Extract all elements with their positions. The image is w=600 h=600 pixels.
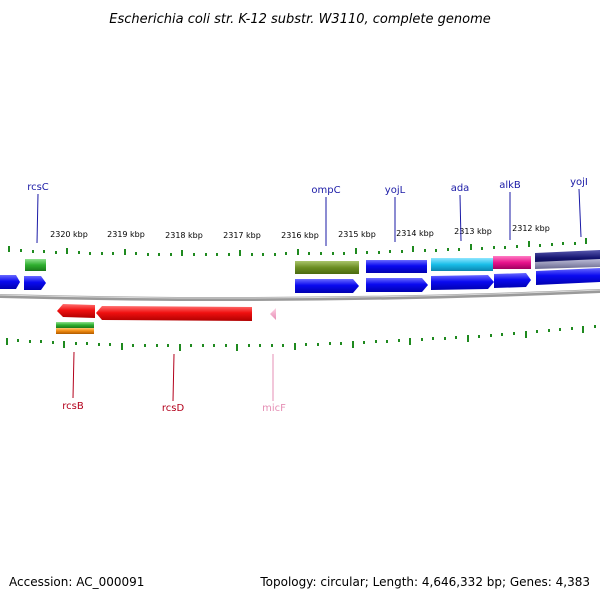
gene-label-ada: ada — [451, 183, 470, 194]
forward-cds-lane — [0, 268, 600, 293]
bottom-tick-row — [6, 325, 596, 351]
upper-feature-lane — [25, 250, 600, 274]
cds-arrow — [431, 275, 494, 290]
scale-label: 2320 kbp — [50, 230, 88, 239]
feature-yojL-blue — [366, 260, 427, 273]
gene-label-yojL: yojL — [385, 185, 406, 196]
top-tick-row — [8, 238, 587, 256]
top-gene-labels: rcsC ompC yojL ada alkB yojI — [27, 177, 588, 196]
gene-label-ompC: ompC — [311, 185, 340, 196]
scale-label: 2316 kbp — [281, 231, 319, 240]
scale-label: 2319 kbp — [107, 230, 145, 239]
scale-label: 2314 kbp — [396, 229, 434, 238]
cds-arrow — [366, 278, 428, 292]
scale-label: 2312 kbp — [512, 224, 550, 233]
scale-label: 2318 kbp — [165, 231, 203, 240]
scale-label: 2315 kbp — [338, 230, 376, 239]
genome-title: Escherichia coli str. K-12 substr. W3110… — [109, 12, 490, 27]
feature-rcsC-green — [25, 259, 46, 271]
cds-arrow — [295, 279, 359, 293]
feature-ada-cyan — [431, 258, 493, 271]
feature-rcsB-green — [56, 322, 94, 328]
gene-label-alkB: alkB — [499, 180, 521, 191]
gene-label-rcsC: rcsC — [27, 182, 49, 193]
gene-label-micF: micF — [262, 403, 286, 414]
accession-text: Accession: AC_000091 — [9, 575, 144, 589]
cds-arrow — [24, 276, 46, 290]
feature-alkB-magenta — [493, 256, 531, 269]
feature-rcsB-red — [57, 304, 95, 318]
feature-micF-pink — [270, 308, 276, 320]
scale-labels: 2320 kbp 2319 kbp 2318 kbp 2317 kbp 2316… — [50, 224, 550, 240]
feature-rcsB-orange — [56, 328, 94, 334]
gene-label-rcsD: rcsD — [162, 403, 185, 414]
genome-stats-text: Topology: circular; Length: 4,646,332 bp… — [259, 575, 590, 589]
top-leader-lines — [36, 188, 582, 246]
feature-rcsD-red — [96, 306, 252, 321]
scale-label: 2313 kbp — [454, 227, 492, 236]
backbone-arc — [0, 289, 600, 302]
cds-arrow — [0, 275, 20, 289]
cds-arrow — [536, 268, 600, 285]
bottom-leader-lines — [72, 351, 274, 402]
bottom-gene-labels: rcsB rcsD micF — [62, 401, 286, 414]
gene-label-yojI: yojI — [570, 177, 588, 188]
reverse-cds-lane — [56, 304, 276, 334]
cds-arrow — [494, 273, 531, 288]
feature-ompC-olive — [295, 261, 359, 274]
scale-label: 2317 kbp — [223, 231, 261, 240]
gene-label-rcsB: rcsB — [62, 401, 84, 412]
